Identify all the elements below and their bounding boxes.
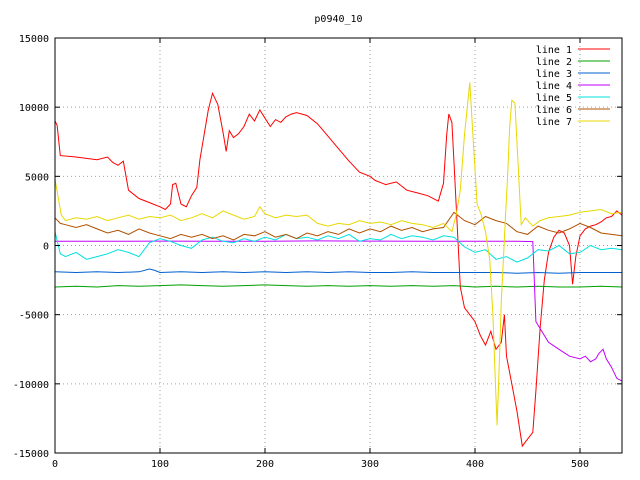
legend-label: line 7 [536,117,572,128]
series-line-6 [55,211,622,241]
series-line-4 [55,240,622,382]
y-tick-label: 0 [43,242,49,253]
series-line-2 [55,284,622,288]
legend-label: line 3 [536,69,572,80]
y-tick-label: -5000 [19,311,49,322]
legend-label: line 6 [536,105,572,116]
series-line-5 [55,231,622,263]
x-tick-label: 100 [151,459,169,470]
x-tick-label: 200 [256,459,274,470]
x-tick-label: 0 [52,459,58,470]
legend-label: line 5 [536,93,572,104]
x-tick-label: 400 [466,459,484,470]
y-tick-label: -15000 [13,449,49,460]
series-group [55,82,622,448]
y-tick-label: -10000 [13,380,49,391]
y-tick-label: 15000 [19,34,49,45]
y-tick-label: 5000 [25,172,49,183]
legend-label: line 4 [536,81,572,92]
x-tick-label: 500 [571,459,589,470]
legend-label: line 1 [536,45,572,56]
axis-ticks: 0 100 200 300 400 500 15000 10000 5000 0 -5000 -100… [13,34,622,470]
series-line-7 [55,82,622,426]
chart-title: p0940_10 [314,14,362,25]
grid [55,38,622,453]
y-tick-label: 10000 [19,103,49,114]
x-tick-label: 300 [361,459,379,470]
series-line-1 [55,91,622,448]
series-line-3 [55,268,622,274]
legend-label: line 2 [536,57,572,68]
